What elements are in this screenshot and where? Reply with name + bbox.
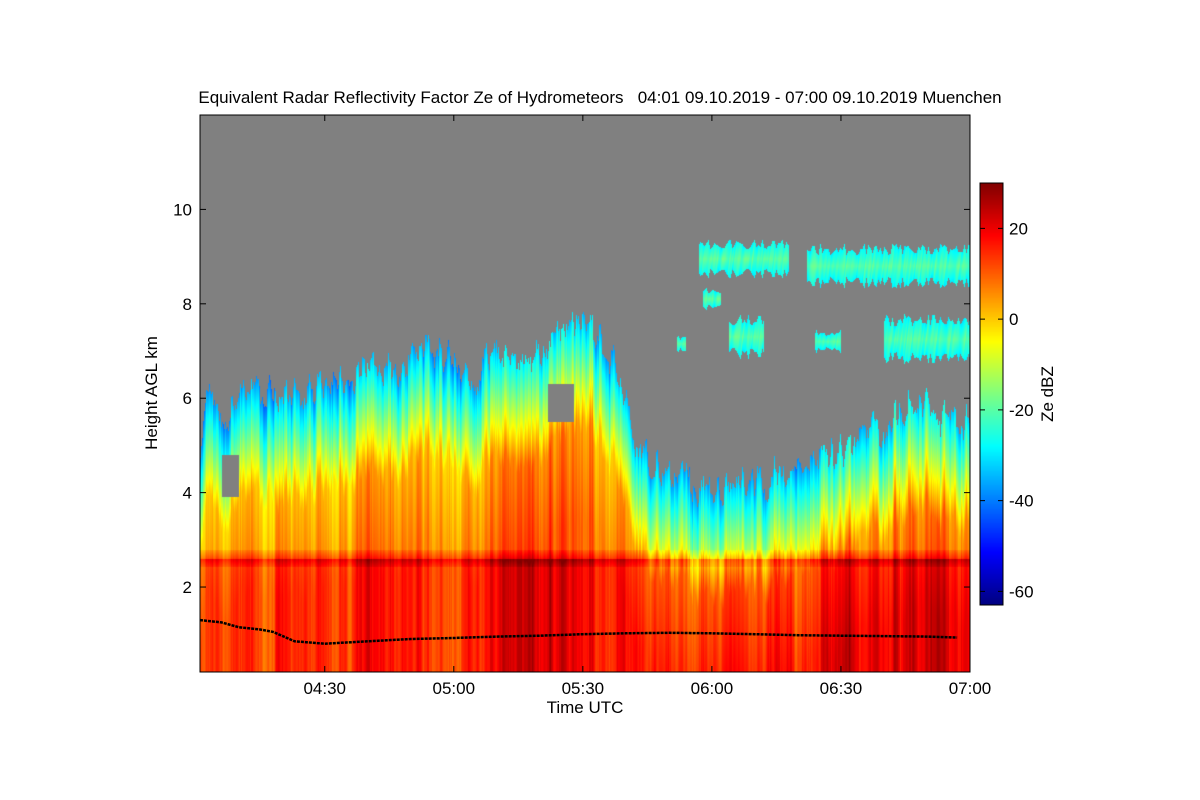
x-tick-label: 06:30: [820, 679, 863, 698]
colorbar-tick-label: 0: [1009, 310, 1018, 329]
chart-title: Equivalent Radar Reflectivity Factor Ze …: [198, 88, 1002, 107]
lidar-cloud-base-line: [200, 618, 958, 645]
colorbar-gradient: [980, 183, 1003, 605]
y-tick-label: 10: [173, 200, 192, 219]
plot-frame: [199, 114, 971, 673]
y-axis-ticks: 2 4 6 8 10: [173, 200, 970, 597]
x-tick-label: 06:00: [691, 679, 734, 698]
colorbar-frame: [979, 182, 1004, 606]
x-tick-label: 05:00: [433, 679, 476, 698]
y-tick-label: 6: [183, 389, 192, 408]
colorbar-tick-label: -60: [1009, 582, 1034, 601]
colorbar-label: Ze dBZ: [1038, 366, 1057, 422]
x-tick-label: 04:30: [303, 679, 346, 698]
colorbar-tick-label: -40: [1009, 492, 1034, 511]
x-tick-label: 05:30: [562, 679, 605, 698]
y-tick-label: 4: [183, 484, 192, 503]
colorbar-ticks: 20 0 -20 -40 -60: [980, 219, 1034, 601]
y-tick-label: 2: [183, 578, 192, 597]
y-tick-label: 8: [183, 295, 192, 314]
y-axis-label: Height AGL km: [142, 336, 161, 450]
x-tick-label: 07:00: [949, 679, 992, 698]
colorbar-tick-label: 20: [1009, 219, 1028, 238]
reflectivity-heatmap: [200, 115, 970, 672]
colorbar-tick-label: -20: [1009, 401, 1034, 420]
x-axis-label: Time UTC: [547, 698, 624, 717]
x-axis-ticks: 04:30 05:00 05:30 06:00 06:30 07:00: [303, 115, 991, 698]
